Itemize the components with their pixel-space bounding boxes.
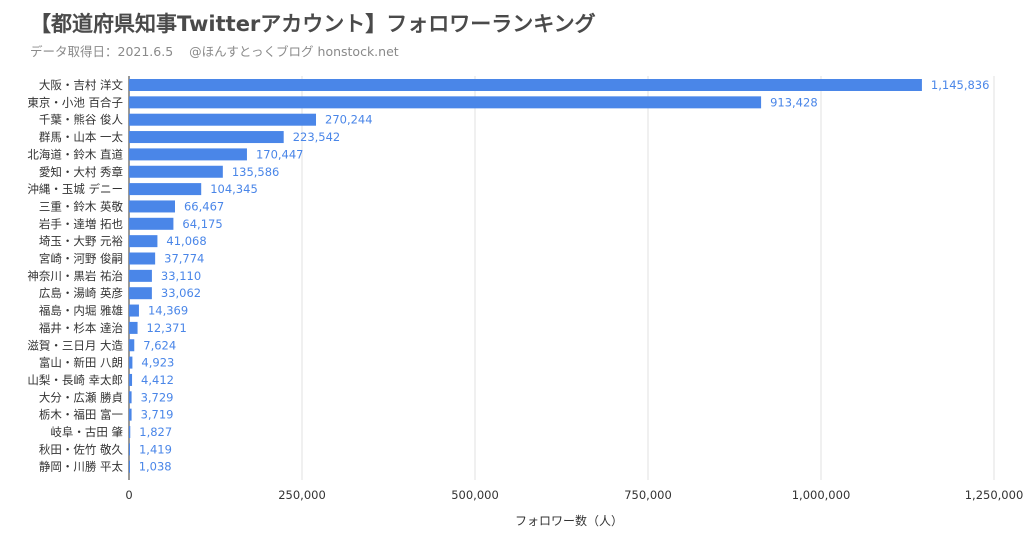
value-label: 170,447	[256, 147, 304, 161]
category-label: 沖縄・玉城 デニー	[27, 182, 123, 196]
gridlines	[128, 76, 995, 480]
bar	[129, 217, 174, 230]
chart-title: 【都道府県知事Twitterアカウント】フォロワーランキング	[30, 12, 596, 36]
category-label: 広島・湯崎 英彦	[39, 286, 123, 300]
bar	[129, 339, 135, 352]
category-label: 神奈川・黒岩 祐治	[27, 269, 123, 283]
bar	[129, 321, 138, 334]
category-label: 富山・新田 八朗	[39, 356, 123, 370]
category-label: 千葉・熊谷 俊人	[39, 113, 124, 127]
category-label: 北海道・鈴木 直道	[27, 147, 123, 161]
value-label: 270,244	[325, 113, 373, 127]
x-tick-label: 500,000	[451, 488, 499, 502]
bar	[129, 373, 133, 386]
category-label: 宮崎・河野 俊嗣	[39, 252, 123, 266]
category-label: 東京・小池 百合子	[27, 95, 123, 109]
category-label: 福井・杉本 達治	[39, 321, 123, 335]
category-label: 三重・鈴木 英敬	[39, 199, 124, 213]
chart-subtitle: データ取得日：2021.6.5 @ほんすとっくブログ honstock.net	[30, 41, 399, 60]
x-tick-label: 0	[125, 488, 132, 502]
value-label: 1,419	[139, 442, 172, 456]
x-tick-label: 1,250,000	[965, 488, 1024, 502]
bar	[129, 131, 284, 144]
value-label: 33,062	[161, 286, 201, 300]
value-labels: 1,145,836 913,428 270,244 223,542 170,447 135…	[139, 78, 990, 474]
value-label: 135,586	[232, 165, 280, 179]
value-label: 223,542	[293, 130, 341, 144]
bar	[129, 200, 175, 213]
value-label: 3,719	[141, 408, 174, 422]
category-label: 埼玉・大野 元裕	[39, 234, 124, 248]
bar	[129, 426, 131, 438]
value-label: 33,110	[161, 269, 201, 283]
data-date: データ取得日：2021.6.5	[30, 44, 174, 59]
category-label: 岩手・達増 拓也	[39, 217, 123, 231]
bar	[129, 235, 158, 248]
value-label: 37,774	[164, 252, 204, 266]
bar	[129, 443, 130, 456]
x-tick-label: 750,000	[624, 488, 672, 502]
category-label: 秋田・佐竹 敬久	[39, 442, 124, 456]
bar	[129, 165, 223, 178]
category-label: 群馬・山本 一太	[39, 130, 124, 144]
category-label: 栃木・福田 富一	[39, 408, 124, 422]
category-label: 静岡・川勝 平太	[39, 460, 124, 474]
bar	[129, 269, 152, 282]
bar	[129, 183, 202, 196]
bar	[129, 408, 132, 421]
bar	[129, 252, 156, 265]
category-label: 滋賀・三日月 大造	[27, 338, 123, 352]
bar	[129, 148, 247, 161]
x-axis-label: フォロワー数（人）	[515, 513, 623, 528]
bar	[129, 460, 130, 473]
value-label: 41,068	[166, 234, 206, 248]
bar	[129, 79, 922, 91]
value-label: 12,371	[147, 321, 187, 335]
bar	[129, 287, 152, 300]
value-label: 7,624	[143, 338, 176, 352]
value-label: 4,923	[141, 356, 174, 370]
x-axis-ticks: 0 250,000 500,000 750,000 1,000,000 1,250,000	[125, 488, 1023, 502]
bar	[129, 391, 132, 404]
data-source: @ほんすとっくブログ honstock.net	[189, 44, 399, 59]
value-label: 66,467	[184, 199, 224, 213]
category-label: 山梨・長崎 幸太郎	[27, 373, 123, 387]
value-label: 3,729	[141, 390, 174, 404]
value-label: 64,175	[182, 217, 222, 231]
value-label: 1,827	[139, 425, 172, 439]
category-label: 福島・内堀 雅雄	[39, 304, 123, 318]
category-label: 愛知・大村 秀章	[39, 165, 123, 179]
x-tick-label: 1,000,000	[792, 488, 851, 502]
value-label: 913,428	[770, 95, 818, 109]
x-tick-label: 250,000	[278, 488, 326, 502]
value-label: 4,412	[141, 373, 174, 387]
value-label: 1,038	[139, 460, 172, 474]
bar	[129, 356, 133, 369]
bar	[129, 304, 139, 317]
category-label: 岐阜・古田 肇	[50, 425, 123, 439]
bars	[129, 79, 922, 473]
category-label: 大分・広瀬 勝貞	[39, 390, 123, 404]
value-label: 14,369	[148, 304, 188, 318]
bar	[129, 96, 762, 109]
category-label: 大阪・吉村 洋文	[39, 78, 124, 92]
bar	[129, 113, 317, 126]
value-label: 1,145,836	[931, 78, 990, 92]
value-label: 104,345	[210, 182, 258, 196]
